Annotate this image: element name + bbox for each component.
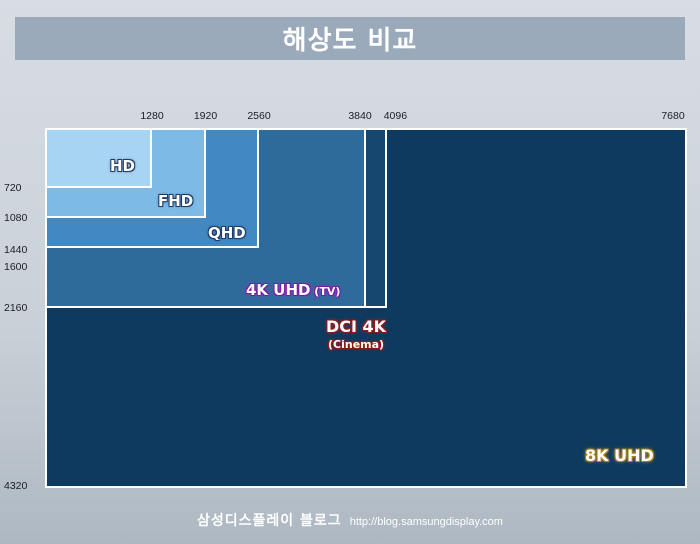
resolution-name: HD [110,157,136,175]
footer-url[interactable]: http://blog.samsungdisplay.com [349,516,503,528]
resolution-name: 8K UHD [585,446,654,465]
y-tick-label: 4320 [4,480,28,492]
x-tick-label: 1280 [140,110,164,122]
resolution-label-fhd: FHD [158,192,193,210]
y-tick-label: 2160 [4,302,28,314]
resolution-name: DCI 4K [326,317,387,336]
y-tick-label: 1080 [4,212,28,224]
y-tick-label: 1600 [4,261,28,274]
y-tick-label: 720 [4,182,22,194]
footer-brand: 삼성디스플레이 블로그 [197,513,342,529]
resolution-name: 4K UHD [246,281,311,299]
resolution-sub-label: (Cinema) [328,338,385,351]
resolution-label-4k-uhd: 4K UHD (TV) [246,281,340,299]
footer: 삼성디스플레이 블로그 http://blog.samsungdisplay.c… [0,510,700,530]
y-tick-label: 1440 [4,244,28,256]
x-tick-label: 1920 [193,110,218,122]
x-tick-label: 3840 [348,110,372,122]
resolution-sub-label: (TV) [310,285,341,298]
resolution-label-qhd: QHD [208,224,246,242]
page-title: 해상도 비교 [282,26,418,56]
resolution-label-dci-4k: DCI 4K (Cinema) [326,317,386,351]
x-tick-label: 4096 [383,110,408,122]
resolution-rect-hd [45,128,152,188]
title-bar: 해상도 비교 [15,17,685,60]
x-tick-label: 7680 [661,110,685,122]
x-tick-label: 2560 [247,110,271,122]
resolution-label-hd: HD [110,157,135,175]
resolution-label-8k-uhd: 8K UHD [585,446,654,465]
resolution-name: FHD [158,192,194,210]
resolution-name: QHD [208,224,246,242]
